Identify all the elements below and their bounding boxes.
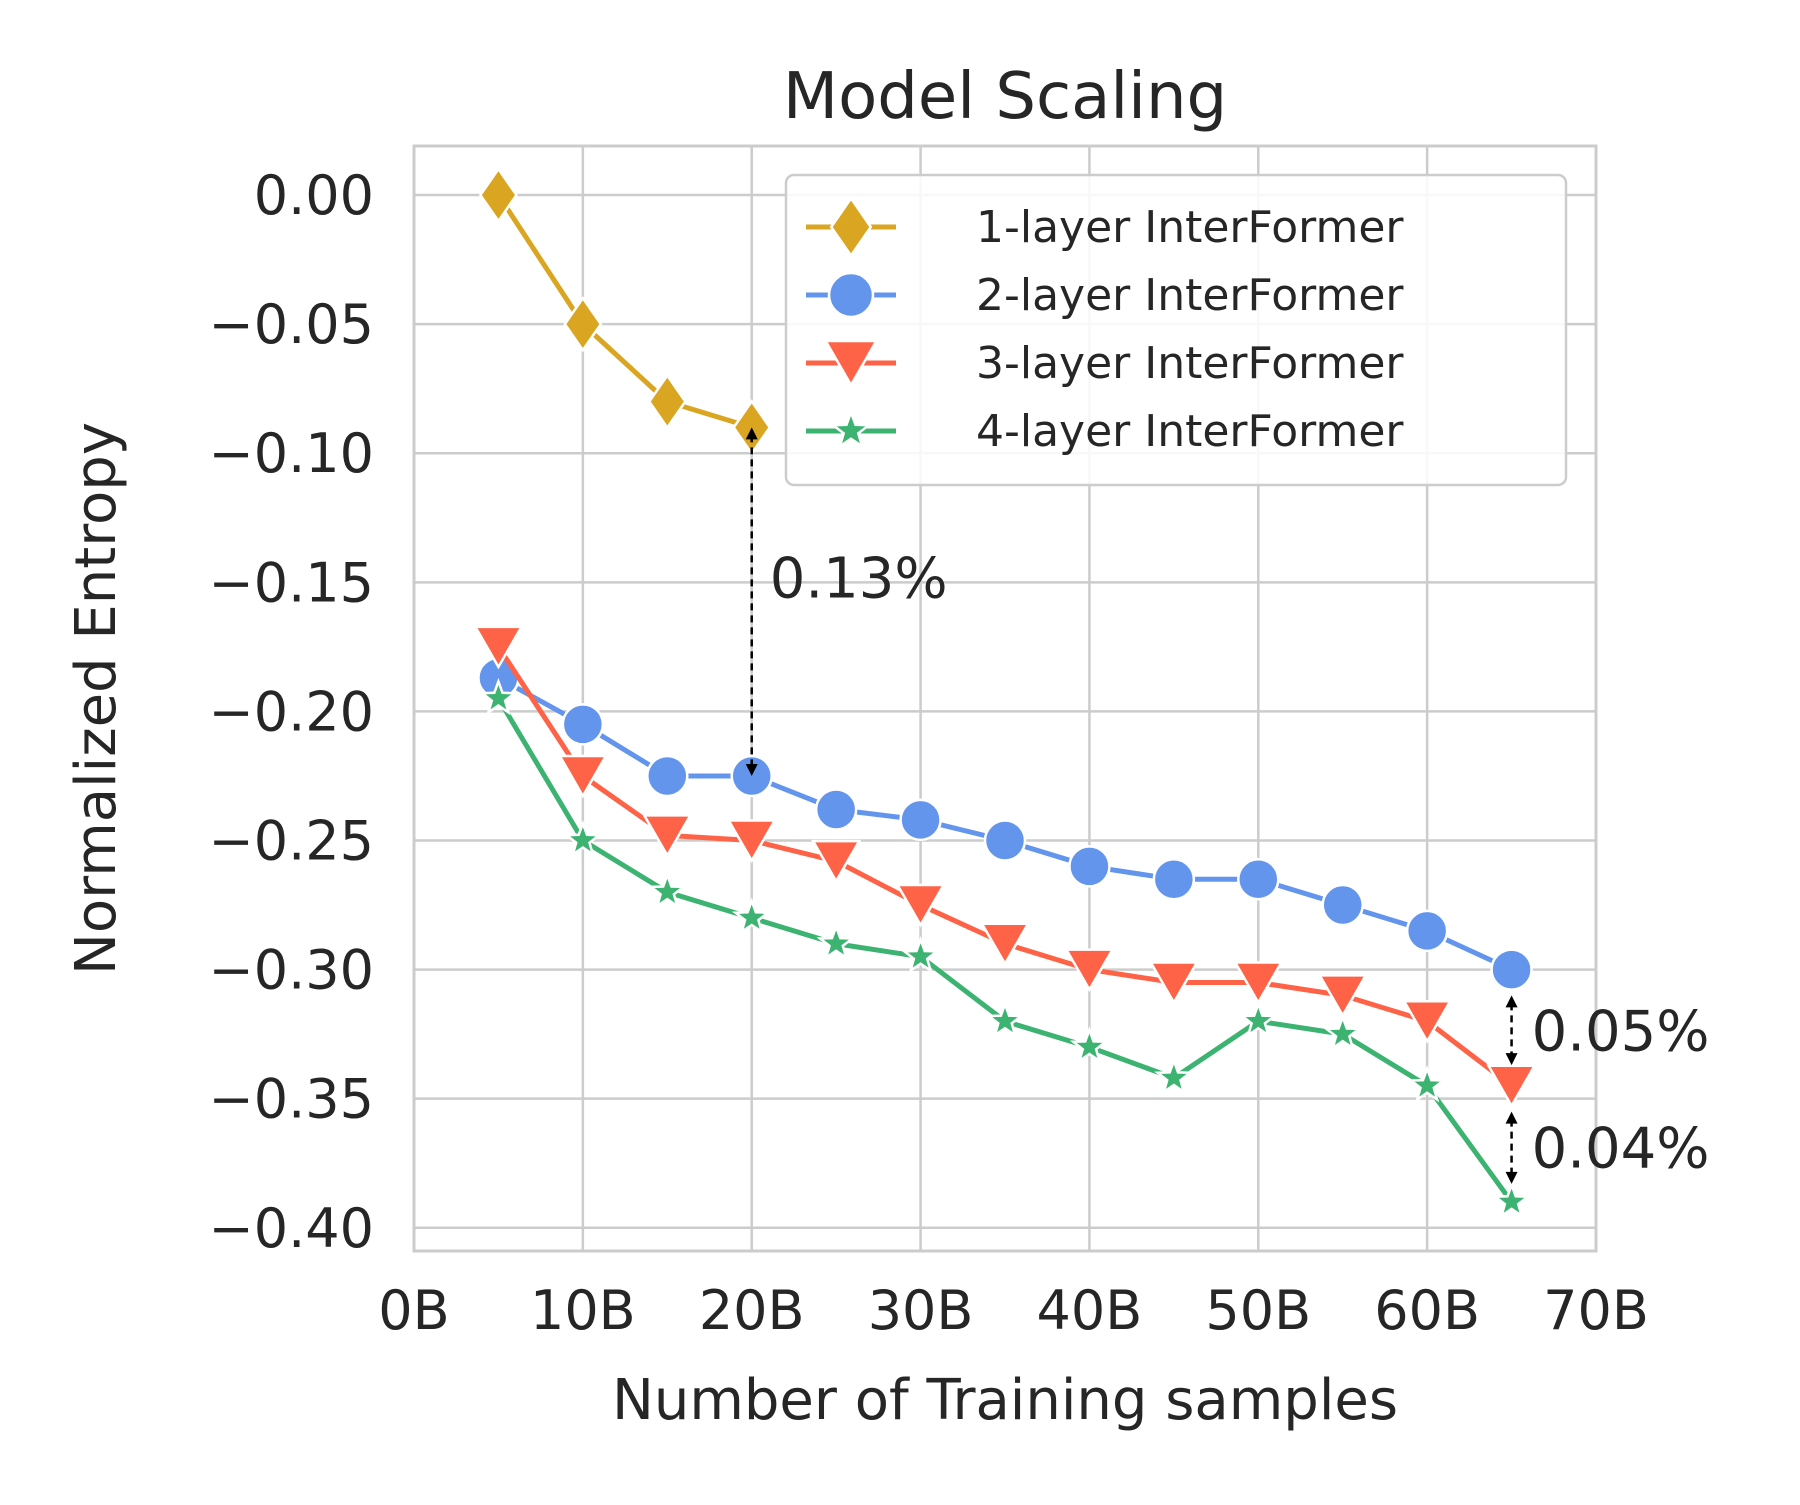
y-tick-label: −0.20 (209, 680, 374, 743)
series-3-point (642, 814, 693, 858)
series-3-point (557, 754, 609, 799)
series-4-point (1154, 1057, 1194, 1095)
series-2-point (561, 703, 605, 746)
annotation-arrowhead-bottom (1505, 1053, 1518, 1066)
annotation-arrowhead-top (745, 427, 758, 440)
legend-label: 3-layer InterFormer (976, 338, 1404, 389)
legend-marker (829, 408, 873, 450)
series-3-point (1401, 999, 1453, 1044)
series-4-point (478, 677, 519, 716)
series-4-point (816, 923, 856, 961)
series-4-point (900, 936, 941, 974)
series-2-point (1068, 845, 1111, 888)
annotation-arrowhead-bottom (1505, 1171, 1518, 1184)
legend-label: 2-layer InterFormer (976, 270, 1404, 321)
annotations: 0.13% 0.05% 0.04% (745, 427, 1710, 1184)
annotation-arrowhead-top (1505, 995, 1518, 1008)
series-4-point (647, 871, 688, 909)
legend-marker (829, 196, 873, 258)
series-3-layer (473, 625, 1537, 1109)
annotation-label: 0.05% (1532, 999, 1710, 1064)
series-3-point (979, 922, 1031, 967)
y-tick-label: −0.40 (209, 1197, 374, 1260)
series-1-point (478, 166, 518, 224)
series-1-point (563, 295, 603, 353)
y-tick-label: −0.05 (209, 293, 374, 356)
series-4-layer (478, 677, 1532, 1219)
series-2-point (899, 798, 942, 842)
series-2-point (646, 754, 689, 798)
legend-label: 1-layer InterFormer (976, 202, 1404, 253)
plot-frame (412, 144, 1598, 1253)
y-tick-label: 0.00 (254, 164, 374, 227)
annotation-2: 0.05% (1505, 995, 1710, 1066)
series-1-point (647, 373, 687, 430)
series-2-point (814, 788, 858, 831)
x-tick-label: 70B (1543, 1279, 1649, 1342)
series-3-point (895, 883, 946, 928)
series-2-point (1490, 948, 1533, 991)
x-tick-label: 10B (530, 1279, 636, 1342)
series-3-point (1486, 1064, 1537, 1109)
y-axis-label: Normalized Entropy (64, 422, 129, 975)
series-4-point (1407, 1065, 1447, 1103)
x-tick-label: 60B (1374, 1279, 1480, 1342)
legend-marker (823, 339, 879, 388)
axis-ticks: 0B 10B 20B 30B 40B 50B 60B 70B 0.00 −0.05 −0.10 −0.… (209, 164, 1649, 1342)
series-4-point (1069, 1026, 1110, 1064)
x-tick-label: 0B (378, 1279, 449, 1342)
series-3-point (473, 625, 524, 670)
series-2-point (983, 819, 1027, 862)
legend-entry-3: 3-layer InterFormer (806, 338, 1404, 389)
annotation-arrowhead-bottom (745, 763, 758, 776)
legend-label: 4-layer InterFormer (976, 406, 1404, 457)
series-4-point (1322, 1013, 1363, 1051)
annotation-1: 0.13% (745, 427, 948, 776)
series-3-point (1064, 948, 1115, 993)
series-3-point (1148, 961, 1200, 1006)
x-tick-label: 40B (1037, 1279, 1143, 1342)
series-group (473, 166, 1537, 1219)
series-3-point (726, 819, 777, 864)
legend-entry-4: 4-layer InterFormer (806, 406, 1404, 457)
series-3-point (1233, 961, 1284, 1006)
series-4-point (1491, 1181, 1532, 1219)
legend-entry-1: 1-layer InterFormer (806, 196, 1404, 258)
x-tick-label: 20B (699, 1279, 805, 1342)
legend-marker (827, 271, 875, 319)
y-tick-label: −0.35 (209, 1068, 374, 1131)
x-tick-label: 50B (1205, 1279, 1311, 1342)
y-tick-label: −0.30 (209, 939, 374, 1002)
series-4-point (563, 819, 603, 858)
series-2-point (1237, 857, 1280, 901)
legend: 1-layer InterFormer 2-layer InterFormer 3-… (784, 173, 1568, 487)
annotation-arrowhead-top (1505, 1111, 1518, 1124)
series-2-layer (477, 656, 1533, 991)
y-tick-label: −0.10 (209, 422, 374, 485)
series-4-point (985, 1000, 1025, 1038)
series-2-point (1152, 857, 1196, 901)
y-tick-label: −0.25 (209, 809, 374, 872)
series-2-point (1405, 909, 1449, 953)
annotation-label: 0.04% (1532, 1117, 1710, 1182)
series-1-layer (478, 166, 772, 456)
series-3-point (810, 839, 862, 884)
y-tick-label: −0.15 (209, 551, 374, 614)
series-3-point (1317, 974, 1368, 1018)
legend-entry-2: 2-layer InterFormer (806, 270, 1404, 321)
annotation-label: 0.13% (770, 547, 948, 612)
series-4-point (1238, 1000, 1279, 1038)
chart-title: Model Scaling (783, 60, 1227, 134)
x-tick-label: 30B (868, 1279, 974, 1342)
x-axis-label: Number of Training samples (612, 1368, 1398, 1433)
legend-box (784, 173, 1568, 487)
series-2-point (1321, 883, 1364, 927)
series-1-line (496, 193, 753, 430)
series-4-point (731, 897, 772, 935)
annotation-3: 0.04% (1505, 1111, 1710, 1184)
